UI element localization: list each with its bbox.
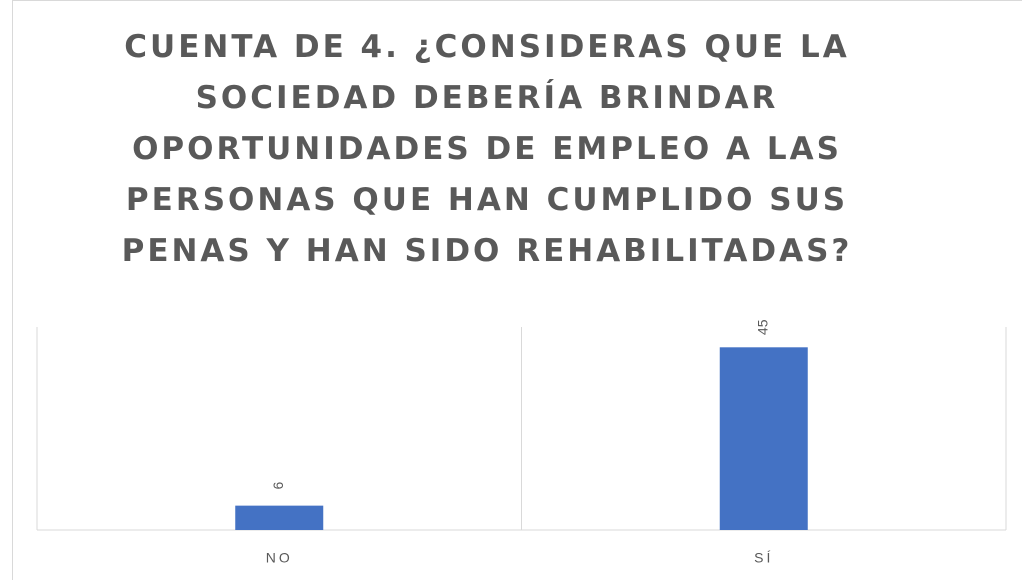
chart-title: CUENTA DE 4. ¿CONSIDERAS QUE LA SOCIEDAD… <box>121 29 853 269</box>
bar <box>719 347 808 530</box>
data-label: 6 <box>270 482 286 490</box>
x-tick-label: SÍ <box>754 550 773 566</box>
bar <box>235 505 324 530</box>
data-label: 45 <box>754 319 770 335</box>
chart-border <box>12 0 1022 580</box>
x-tick-label: NO <box>266 550 293 566</box>
